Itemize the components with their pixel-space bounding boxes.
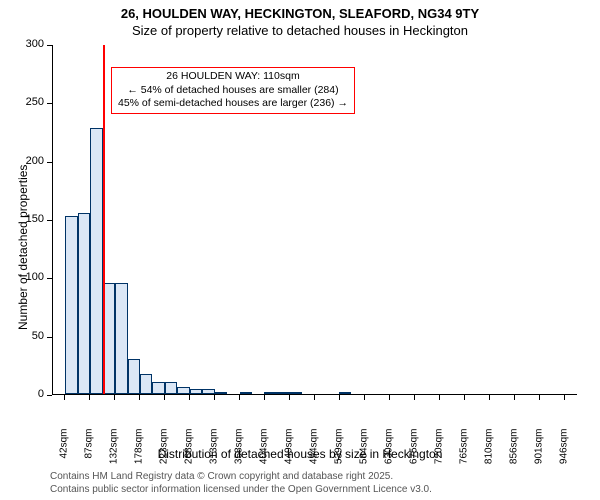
- plot-area: 26 HOULDEN WAY: 110sqm← 54% of detached …: [52, 45, 577, 395]
- histogram-bar: [140, 374, 152, 394]
- x-tick-label: 946sqm: [558, 429, 569, 479]
- histogram-bar: [277, 392, 289, 394]
- x-tick: [464, 395, 465, 400]
- x-tick: [289, 395, 290, 400]
- histogram-bar: [240, 392, 252, 394]
- x-tick: [489, 395, 490, 400]
- x-tick-label: 313sqm: [208, 429, 219, 479]
- x-tick-label: 42sqm: [59, 429, 70, 479]
- x-tick: [89, 395, 90, 400]
- x-tick-label: 494sqm: [308, 429, 319, 479]
- annotation-line: ← 54% of detached houses are smaller (28…: [118, 84, 348, 98]
- y-tick-label: 300: [14, 38, 44, 50]
- x-tick: [64, 395, 65, 400]
- histogram-bar: [264, 392, 276, 394]
- annotation-line: 45% of semi-detached houses are larger (…: [118, 97, 348, 111]
- x-tick-label: 132sqm: [108, 429, 119, 479]
- x-tick-label: 720sqm: [433, 429, 444, 479]
- x-tick-label: 358sqm: [233, 429, 244, 479]
- x-tick: [539, 395, 540, 400]
- y-tick-label: 200: [14, 155, 44, 167]
- x-tick: [564, 395, 565, 400]
- x-tick: [189, 395, 190, 400]
- x-tick: [114, 395, 115, 400]
- x-tick-label: 539sqm: [333, 429, 344, 479]
- y-axis-label: Number of detached properties: [16, 165, 30, 330]
- histogram-bar: [177, 387, 189, 394]
- y-tick: [47, 220, 52, 221]
- y-tick-label: 0: [14, 388, 44, 400]
- x-tick-label: 856sqm: [509, 429, 520, 479]
- histogram-bar: [190, 389, 202, 394]
- x-tick: [164, 395, 165, 400]
- y-tick: [47, 103, 52, 104]
- x-tick-label: 584sqm: [358, 429, 369, 479]
- y-tick-label: 150: [14, 213, 44, 225]
- chart-title-line1: 26, HOULDEN WAY, HECKINGTON, SLEAFORD, N…: [0, 0, 600, 21]
- y-tick: [47, 337, 52, 338]
- histogram-bar: [202, 389, 214, 394]
- y-tick-label: 250: [14, 96, 44, 108]
- x-tick: [389, 395, 390, 400]
- x-tick: [214, 395, 215, 400]
- histogram-bar: [339, 392, 351, 394]
- x-tick: [339, 395, 340, 400]
- y-tick: [47, 395, 52, 396]
- histogram-bar: [289, 392, 301, 394]
- footer-line2: Contains public sector information licen…: [50, 483, 432, 496]
- x-tick: [264, 395, 265, 400]
- histogram-bar: [128, 359, 140, 394]
- x-tick-label: 223sqm: [159, 429, 170, 479]
- x-tick: [414, 395, 415, 400]
- annotation-line: 26 HOULDEN WAY: 110sqm: [118, 70, 348, 84]
- x-tick-label: 810sqm: [483, 429, 494, 479]
- annotation-box: 26 HOULDEN WAY: 110sqm← 54% of detached …: [111, 67, 355, 114]
- histogram-bar: [78, 213, 90, 394]
- x-tick-label: 675sqm: [408, 429, 419, 479]
- marker-line: [103, 45, 105, 394]
- x-tick-label: 630sqm: [384, 429, 395, 479]
- x-tick-label: 178sqm: [134, 429, 145, 479]
- x-tick: [514, 395, 515, 400]
- x-tick-label: 268sqm: [184, 429, 195, 479]
- x-tick-label: 404sqm: [259, 429, 270, 479]
- x-tick-label: 765sqm: [458, 429, 469, 479]
- y-tick: [47, 45, 52, 46]
- histogram-bar: [165, 382, 177, 394]
- x-tick-label: 87sqm: [84, 429, 95, 479]
- x-tick: [139, 395, 140, 400]
- x-tick-label: 901sqm: [533, 429, 544, 479]
- histogram-bar: [115, 283, 127, 394]
- x-tick: [239, 395, 240, 400]
- histogram-bar: [65, 216, 77, 395]
- histogram-bar: [215, 392, 227, 394]
- chart-title-line2: Size of property relative to detached ho…: [0, 21, 600, 38]
- y-tick: [47, 162, 52, 163]
- chart-container: { "chart": { "type": "histogram", "title…: [0, 0, 600, 500]
- y-tick-label: 50: [14, 330, 44, 342]
- x-tick: [439, 395, 440, 400]
- histogram-bar: [90, 128, 102, 394]
- x-tick: [364, 395, 365, 400]
- x-tick: [314, 395, 315, 400]
- x-tick-label: 449sqm: [284, 429, 295, 479]
- y-tick: [47, 278, 52, 279]
- y-tick-label: 100: [14, 271, 44, 283]
- histogram-bar: [152, 382, 164, 394]
